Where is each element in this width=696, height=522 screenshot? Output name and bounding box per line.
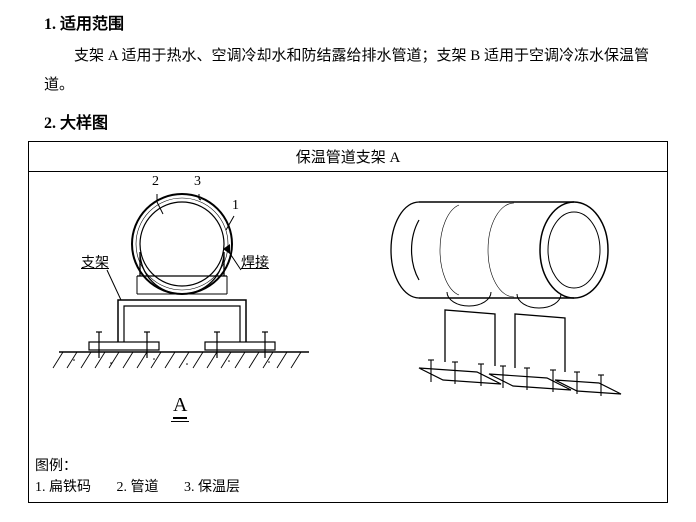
callout-bracket: 支架 (81, 252, 109, 272)
legend-title: 图例： (35, 456, 262, 477)
front-view-svg (29, 172, 339, 432)
legend-item-3: 3. 保温层 (184, 477, 240, 498)
section-label-a: A (173, 394, 187, 419)
section-1-heading: 1. 适用范围 (0, 10, 696, 34)
diagram-area: 2 3 1 支架 焊接 A (29, 172, 667, 472)
callout-weld: 焊接 (241, 252, 269, 272)
legend-item-1: 1. 扁铁码 (35, 477, 91, 498)
callout-3: 3 (194, 174, 201, 190)
diagram-title: 保温管道支架 A (29, 142, 667, 172)
legend-item-2: 2. 管道 (117, 477, 159, 498)
callout-2: 2 (152, 174, 159, 190)
section-2-heading: 2. 大样图 (0, 109, 696, 133)
iso-view-svg (349, 172, 669, 432)
legend: 图例： 1. 扁铁码 2. 管道 3. 保温层 (35, 456, 262, 498)
diagram-frame: 保温管道支架 A (28, 141, 668, 503)
callout-1: 1 (232, 198, 239, 214)
section-label-bar (171, 421, 189, 422)
section-1-body: 支架 A 适用于热水、空调冷却水和防结露给排水管道；支架 B 适用于空调冷冻水保… (0, 42, 696, 99)
